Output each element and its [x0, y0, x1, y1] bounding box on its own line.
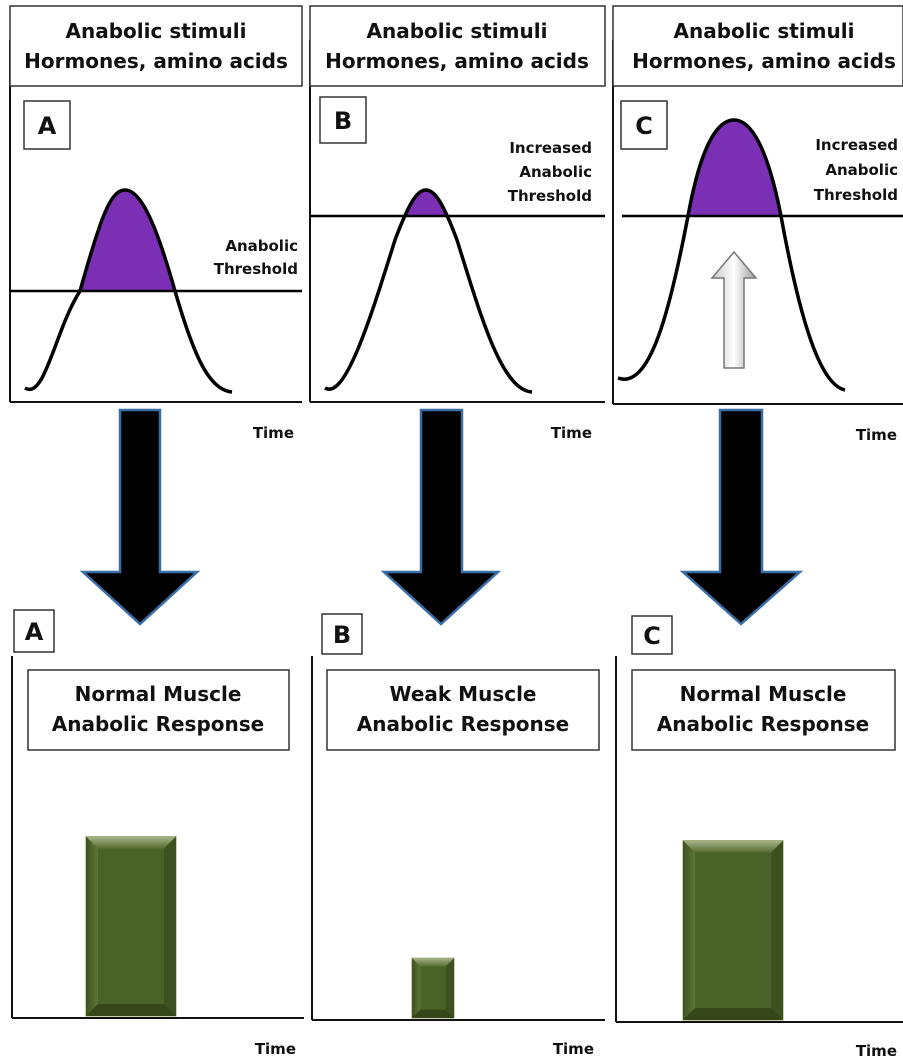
threshold-label-line2: Anabolic [825, 161, 898, 179]
time-label: Time [253, 424, 294, 442]
panel-letter: C [635, 112, 653, 140]
stimulus-panel-c: Increased Anabolic Threshold Anabolic st… [612, 5, 903, 444]
response-title-line1: Normal Muscle [680, 682, 847, 706]
response-bar-top-bevel [683, 840, 783, 853]
panel-letter-box [23, 100, 71, 150]
threshold-label-line2: Anabolic [225, 237, 298, 255]
response-title-box [27, 669, 290, 751]
time-label: Time [856, 1042, 897, 1059]
response-bar-left-bevel [86, 836, 98, 1016]
curve-above-threshold-fill [80, 190, 175, 291]
down-arrow-icon [79, 408, 201, 626]
stimulus-header-box [309, 5, 606, 87]
response-bar-right-bevel [164, 836, 176, 1016]
stimulus-panel-a: Anabolic Threshold Anabolic stimuli Horm… [9, 5, 303, 442]
stimulus-curve [324, 188, 533, 394]
response-bar-right-bevel [445, 958, 454, 1018]
response-title-line2: Anabolic Response [657, 712, 869, 736]
response-bar-face [98, 848, 164, 1004]
response-panel-c: C Normal Muscle Anabolic Response Time [615, 615, 903, 1059]
response-panel-a: A Normal Muscle Anabolic Response Time [11, 609, 304, 1058]
stimulus-header-line1: Anabolic stimuli [66, 19, 247, 43]
response-letter-box [321, 613, 363, 655]
response-bar [411, 957, 455, 1019]
stimulus-header-line1: Anabolic stimuli [674, 19, 855, 43]
response-title-line1: Normal Muscle [75, 682, 242, 706]
response-bar [682, 840, 784, 1021]
threshold-label-line3: Threshold [814, 186, 898, 204]
response-title-box [631, 669, 896, 751]
threshold-label-line2: Anabolic [519, 163, 592, 181]
stimulus-header-box [9, 5, 303, 87]
response-letter: B [333, 621, 351, 649]
panel-letter: B [334, 107, 352, 135]
response-letter: C [643, 622, 661, 650]
stimulus-curve [24, 188, 233, 394]
response-title-line2: Anabolic Response [52, 712, 264, 736]
response-letter: A [25, 618, 44, 646]
time-label: Time [856, 426, 897, 444]
response-bar-top-bevel [412, 958, 454, 967]
response-letter-box [631, 615, 673, 655]
panel-letter-box [620, 100, 668, 150]
response-bar-top-bevel [86, 836, 176, 849]
response-bar-left-bevel [412, 958, 421, 1018]
threshold-label-line1: Increased [509, 139, 592, 157]
time-label: Time [553, 1040, 594, 1058]
response-bar [85, 836, 177, 1017]
response-bar-right-bevel [771, 840, 783, 1020]
down-arrow-icon [679, 408, 804, 626]
stimulus-header-line2: Hormones, amino acids [24, 49, 288, 73]
response-bar-bottom-bevel [683, 1008, 783, 1020]
panel-letter: A [38, 112, 57, 140]
stimulus-header-line2: Hormones, amino acids [632, 49, 896, 73]
response-letter-box [13, 609, 55, 653]
response-title-line1: Weak Muscle [390, 682, 537, 706]
threshold-label-line3: Threshold [214, 260, 298, 278]
response-bar-face [420, 966, 446, 1010]
curve-above-threshold-fill [688, 120, 781, 216]
threshold-label-line1: Increased [815, 136, 898, 154]
time-label: Time [255, 1040, 296, 1058]
stimulus-header-line1: Anabolic stimuli [367, 19, 548, 43]
response-title-line2: Anabolic Response [357, 712, 569, 736]
stimulus-header-line2: Hormones, amino acids [325, 49, 589, 73]
panel-letter-box [319, 96, 367, 144]
stimulus-panel-b: Increased Anabolic Threshold Anabolic st… [309, 5, 606, 442]
response-bar-face [695, 852, 771, 1008]
response-bar-left-bevel [683, 840, 695, 1020]
down-arrow-icon [380, 408, 502, 626]
response-bar-bottom-bevel [86, 1004, 176, 1016]
response-bar-bottom-bevel [412, 1009, 454, 1018]
time-label: Time [551, 424, 592, 442]
stimulus-curve [617, 118, 846, 392]
up-arrow-icon [710, 250, 758, 369]
stimulus-header-box [612, 5, 903, 87]
threshold-label-line3: Threshold [508, 187, 592, 205]
response-title-box [326, 669, 600, 751]
response-panel-b: B Weak Muscle Anabolic Response Time [311, 613, 605, 1058]
